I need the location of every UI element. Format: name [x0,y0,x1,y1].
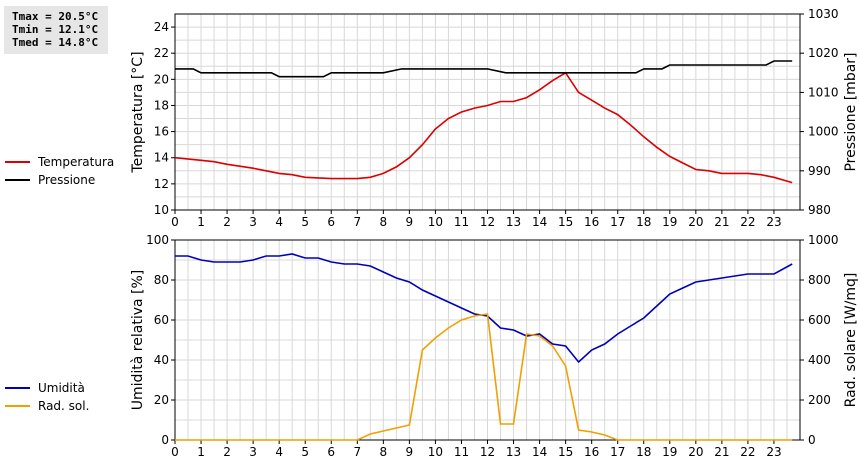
x-tick-label: 21 [714,445,729,459]
y-tick-label: 60 [154,313,169,327]
x-tick-label: 22 [740,215,755,229]
y2-tick-label: 200 [808,393,831,407]
x-tick-label: 11 [454,445,469,459]
y-tick-label: 0 [161,433,169,447]
y2-tick-label: 400 [808,353,831,367]
x-tick-label: 12 [480,445,495,459]
y-axis-title: Temperatura [°C] [130,51,146,173]
x-tick-label: 11 [454,215,469,229]
legend-label: Umidità [38,381,85,395]
x-tick-label: 20 [688,445,703,459]
x-tick-label: 8 [380,215,388,229]
x-tick-label: 23 [766,215,781,229]
y-tick-label: 24 [154,20,169,34]
stats-box: Tmax = 20.5°C Tmin = 12.1°C Tmed = 14.8°… [4,6,108,54]
x-tick-label: 0 [171,445,179,459]
y-tick-label: 12 [154,177,169,191]
y-tick-label: 10 [154,203,169,217]
y-tick-label: 40 [154,353,169,367]
x-tick-label: 2 [223,445,231,459]
y-tick-label: 14 [154,151,169,165]
y2-tick-label: 1000 [808,233,839,247]
y2-tick-label: 990 [808,164,831,178]
x-tick-label: 14 [532,215,547,229]
y2-tick-label: 600 [808,313,831,327]
series-line-rad-sol [175,313,793,441]
x-tick-label: 7 [353,445,361,459]
tmin-label: Tmin = 12.1°C [12,23,99,36]
x-tick-label: 14 [532,445,547,459]
x-tick-label: 8 [380,445,388,459]
legend-label: Rad. sol. [38,399,89,413]
x-tick-label: 17 [610,445,625,459]
series-line-umidit [175,253,793,364]
x-tick-label: 6 [327,445,335,459]
x-tick-label: 13 [506,445,521,459]
x-tick-label: 16 [584,445,599,459]
y-tick-label: 100 [146,233,169,247]
x-tick-label: 1 [197,215,205,229]
x-tick-label: 7 [353,215,361,229]
x-tick-label: 9 [406,215,414,229]
x-tick-label: 13 [506,215,521,229]
x-tick-label: 12 [480,215,495,229]
tmax-label: Tmax = 20.5°C [12,10,99,23]
x-tick-label: 16 [584,215,599,229]
y2-tick-label: 980 [808,203,831,217]
y2-tick-label: 1030 [808,7,839,21]
legend-label: Pressione [38,173,95,187]
x-tick-label: 1 [197,445,205,459]
x-tick-label: 10 [428,215,443,229]
x-tick-label: 22 [740,445,755,459]
legend-label: Temperatura [37,155,114,169]
x-tick-label: 2 [223,215,231,229]
y2-axis-title: Pressione [mbar] [843,52,859,171]
x-tick-label: 17 [610,215,625,229]
x-tick-label: 4 [275,215,283,229]
x-tick-label: 18 [636,445,651,459]
y-tick-label: 20 [154,393,169,407]
y2-tick-label: 800 [808,273,831,287]
x-tick-label: 9 [406,445,414,459]
x-tick-label: 20 [688,215,703,229]
tmed-label: Tmed = 14.8°C [12,36,99,49]
x-tick-label: 0 [171,215,179,229]
y2-tick-label: 1000 [808,125,839,139]
y-tick-label: 80 [154,273,169,287]
x-tick-label: 18 [636,215,651,229]
x-tick-label: 19 [662,445,677,459]
y2-tick-label: 1020 [808,46,839,60]
x-tick-label: 3 [249,215,257,229]
x-tick-label: 4 [275,445,283,459]
series-line-temperatura [174,71,793,184]
y-tick-label: 22 [154,46,169,60]
x-tick-label: 23 [766,445,781,459]
y2-tick-label: 0 [808,433,816,447]
x-tick-label: 21 [714,215,729,229]
y2-tick-label: 1010 [808,85,839,99]
x-tick-label: 10 [428,445,443,459]
y-tick-label: 20 [154,72,169,86]
x-tick-label: 6 [327,215,335,229]
y-axis-title: Umidità relativa [%] [130,270,146,411]
x-tick-label: 3 [249,445,257,459]
x-tick-label: 15 [558,215,573,229]
x-tick-label: 5 [301,445,309,459]
series-line-pressione [175,60,793,78]
x-tick-label: 15 [558,445,573,459]
y2-axis-title: Rad. solare [W/mq] [843,273,859,408]
y-tick-label: 18 [154,98,169,112]
y-tick-label: 16 [154,125,169,139]
x-tick-label: 5 [301,215,309,229]
x-tick-label: 19 [662,215,677,229]
